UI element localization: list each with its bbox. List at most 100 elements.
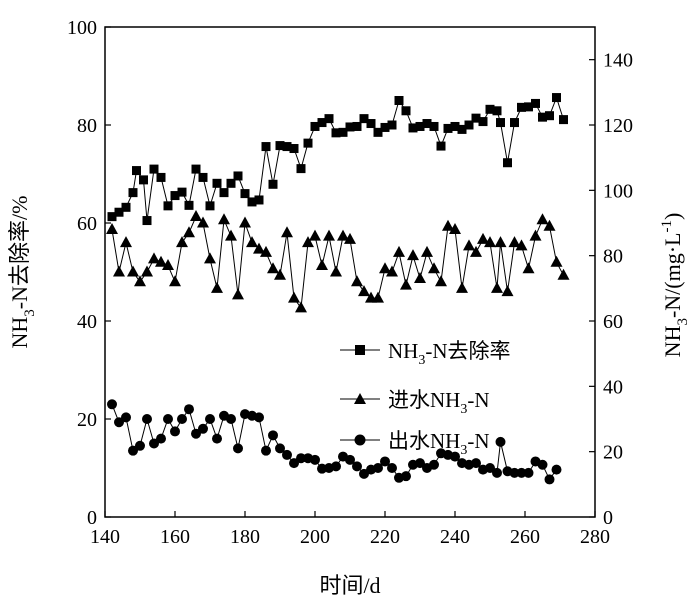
- data-point-square: [128, 188, 138, 198]
- data-point-triangle: [120, 236, 132, 248]
- y-right-tick-label: 40: [603, 376, 623, 398]
- data-point-square: [296, 164, 306, 174]
- data-point-triangle: [253, 242, 265, 254]
- legend-label-effluent: 出水NH3-N: [388, 429, 490, 458]
- y-right-tick-label: 120: [603, 115, 633, 137]
- data-point-circle: [135, 440, 145, 451]
- y-right-tick-label: 140: [603, 50, 633, 72]
- y-right-tick-label: 80: [603, 246, 623, 268]
- data-point-square: [478, 117, 488, 127]
- data-point-triangle: [491, 281, 503, 293]
- data-point-triangle: [494, 236, 507, 248]
- y-left-tick-label: 80: [77, 115, 97, 137]
- x-tick-label: 220: [370, 526, 400, 548]
- data-point-square: [394, 96, 404, 105]
- data-point-square: [184, 200, 194, 210]
- data-point-square: [139, 175, 148, 185]
- data-point-circle: [184, 404, 194, 415]
- data-point-triangle: [113, 265, 125, 277]
- data-point-circle: [156, 433, 166, 444]
- data-point-circle: [198, 423, 208, 434]
- data-point-square: [205, 201, 215, 211]
- data-point-circle: [551, 464, 562, 475]
- data-point-square: [163, 201, 173, 211]
- data-point-circle: [275, 443, 285, 454]
- data-point-triangle: [501, 285, 514, 297]
- legend-triangle-marker: [354, 393, 366, 404]
- data-point-circle: [170, 426, 180, 437]
- data-point-triangle: [428, 262, 440, 274]
- data-point-square: [524, 102, 533, 112]
- y-left-tick-label: 40: [77, 311, 97, 333]
- x-tick-label: 240: [440, 526, 470, 548]
- data-point-triangle: [421, 245, 433, 257]
- data-point-circle: [429, 459, 439, 470]
- data-point-square: [177, 187, 187, 197]
- data-point-square: [121, 202, 131, 212]
- data-point-square: [401, 106, 411, 116]
- data-point-circle: [516, 467, 527, 478]
- data-point-square: [380, 122, 390, 132]
- series-line-removal-rate: [111, 96, 564, 221]
- data-point-triangle: [393, 245, 405, 257]
- data-point-square: [324, 114, 334, 124]
- data-point-circle: [523, 467, 534, 478]
- data-point-circle: [268, 430, 278, 441]
- legend: NH3-N去除率 进水NH3-N 出水NH3-N: [340, 339, 511, 458]
- data-point-square: [289, 144, 299, 154]
- data-point-square: [142, 216, 152, 226]
- data-point-triangle: [508, 236, 521, 248]
- data-point-circle: [495, 436, 506, 447]
- data-point-square: [114, 207, 124, 217]
- data-point-square: [226, 178, 236, 188]
- data-point-square: [352, 121, 362, 131]
- y-left-tick-label: 0: [87, 507, 97, 529]
- data-point-circle: [450, 451, 460, 462]
- data-point-square: [552, 93, 561, 103]
- data-point-circle: [254, 412, 264, 423]
- data-point-square: [471, 113, 481, 123]
- data-point-square: [387, 120, 397, 130]
- data-point-circle: [282, 449, 292, 460]
- legend-label-influent: 进水NH3-N: [388, 388, 490, 417]
- data-point-triangle: [484, 236, 496, 248]
- data-point-circle: [373, 463, 383, 473]
- x-tick-label: 160: [160, 526, 190, 548]
- data-point-square: [450, 121, 460, 131]
- data-point-square: [338, 127, 348, 137]
- data-point-square: [436, 141, 446, 151]
- data-point-triangle: [407, 249, 419, 261]
- data-point-circle: [107, 399, 117, 410]
- data-point-triangle: [379, 262, 391, 274]
- data-point-square: [240, 189, 250, 199]
- data-point-triangle: [442, 219, 454, 231]
- data-point-triangle: [330, 265, 342, 277]
- data-point-square: [422, 119, 432, 129]
- data-point-triangle: [260, 245, 272, 257]
- data-point-triangle: [358, 285, 370, 297]
- data-point-triangle: [148, 252, 160, 264]
- data-point-circle: [310, 454, 320, 465]
- data-point-triangle: [218, 213, 230, 225]
- data-point-triangle: [190, 209, 202, 221]
- data-point-triangle: [414, 272, 426, 284]
- data-point-circle: [191, 428, 201, 439]
- data-point-triangle: [127, 265, 139, 277]
- data-point-square: [303, 138, 313, 148]
- data-point-circle: [226, 414, 236, 424]
- data-point-square: [359, 114, 369, 124]
- data-point-triangle: [316, 258, 328, 270]
- data-point-square: [282, 142, 292, 152]
- data-point-triangle: [281, 226, 293, 238]
- data-point-triangle: [288, 291, 300, 303]
- x-tick-label: 200: [300, 526, 330, 548]
- data-point-triangle: [456, 281, 468, 293]
- data-point-square: [132, 166, 141, 176]
- plot-area: [104, 26, 596, 518]
- data-point-triangle: [386, 265, 398, 277]
- data-point-triangle: [155, 255, 167, 267]
- y-right-tick-label: 60: [603, 311, 623, 333]
- data-point-triangle: [435, 275, 447, 287]
- data-point-square: [198, 172, 208, 182]
- data-point-circle: [387, 463, 397, 473]
